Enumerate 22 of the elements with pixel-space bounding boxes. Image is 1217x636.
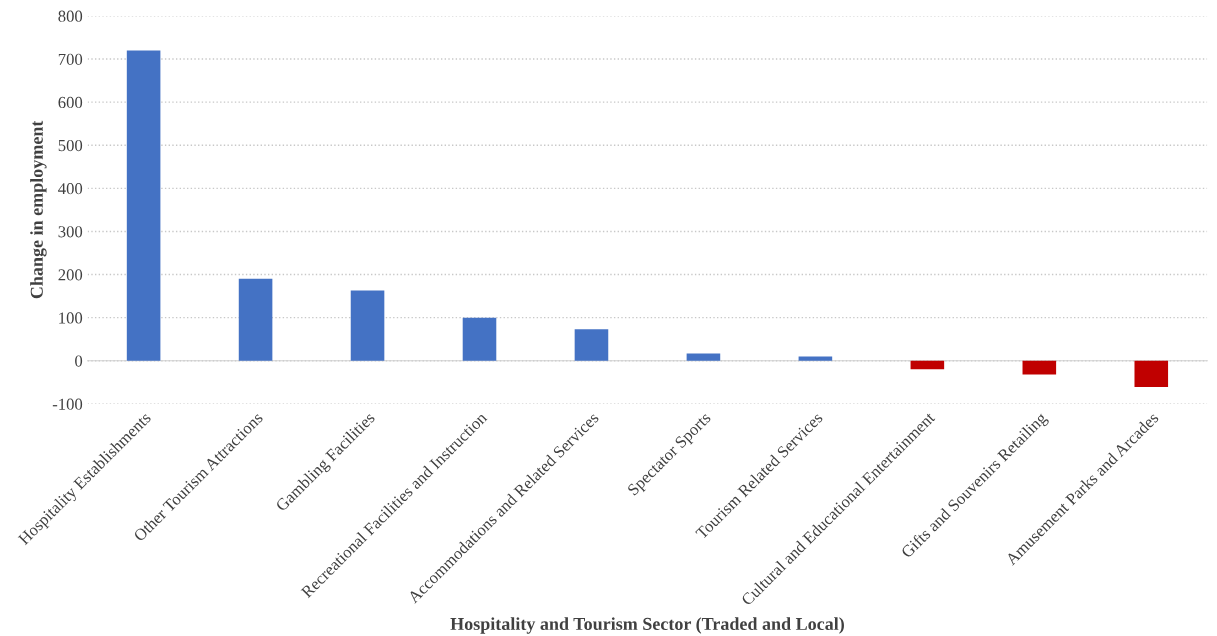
y-tick-label: 500	[58, 139, 83, 152]
x-axis-title: Hospitality and Tourism Sector (Traded and Local)	[450, 617, 844, 634]
y-tick-label: 0	[75, 355, 83, 367]
y-tick-label: 200	[58, 269, 83, 281]
bar	[462, 317, 497, 361]
bar	[1134, 360, 1169, 388]
y-axis-title: Change in employment	[30, 120, 47, 299]
y-tick-label: 800	[58, 10, 83, 22]
bar	[1022, 360, 1057, 375]
y-tick-label: -100	[52, 398, 83, 410]
y-tick-label: 300	[58, 226, 83, 238]
y-tick-label: 700	[58, 53, 83, 65]
bar	[350, 290, 385, 361]
y-tick-label: 400	[58, 183, 83, 195]
bar	[238, 278, 273, 361]
bar	[126, 50, 161, 361]
y-tick-label: 100	[59, 312, 83, 324]
bar	[686, 353, 721, 361]
bar	[798, 356, 833, 361]
y-tick-label: 600	[58, 96, 83, 109]
bar	[910, 360, 945, 370]
bar	[574, 329, 609, 361]
